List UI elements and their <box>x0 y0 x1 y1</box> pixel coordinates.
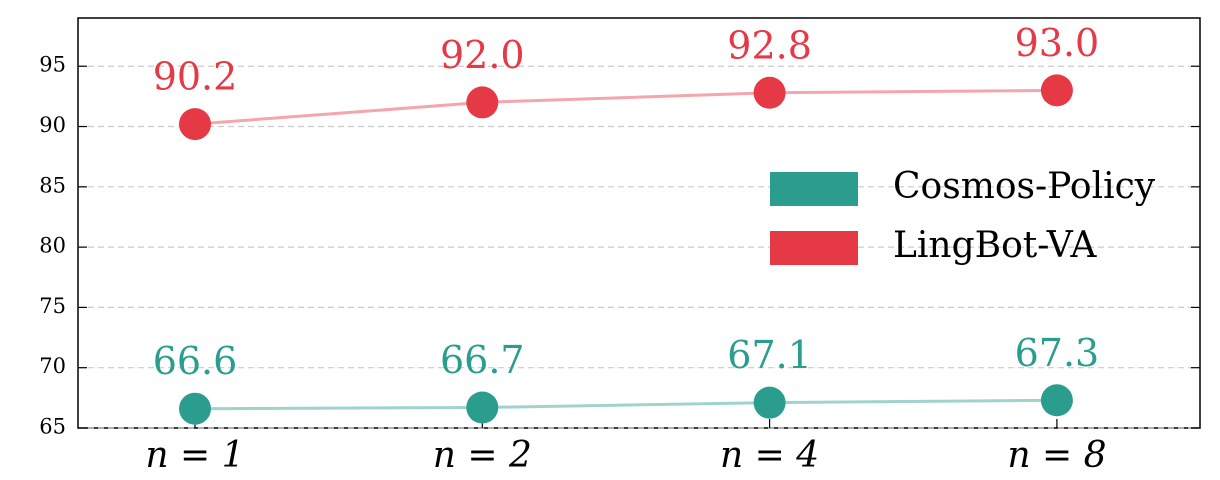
y-tick-label: 90 <box>39 113 66 137</box>
data-point <box>1040 384 1073 417</box>
data-label: 90.2 <box>153 55 238 99</box>
data-point <box>466 86 499 119</box>
data-point <box>179 108 211 141</box>
x-tick-label: n = 4 <box>720 435 819 476</box>
series-line <box>194 398 1057 411</box>
data-label: 67.1 <box>727 333 812 377</box>
x-tick-label: n = 1 <box>145 435 244 476</box>
data-label: 66.6 <box>153 339 238 383</box>
data-point <box>1040 74 1073 107</box>
data-label: 66.7 <box>440 338 525 382</box>
y-tick-label: 65 <box>39 415 66 439</box>
data-point <box>466 391 499 424</box>
y-tick-label: 70 <box>39 354 66 378</box>
series-line <box>194 88 1057 126</box>
data-label: 67.3 <box>1015 331 1100 375</box>
data-label: 92.8 <box>727 23 812 67</box>
x-tick-label: n = 2 <box>433 435 532 476</box>
y-tick-label: 85 <box>39 173 66 197</box>
legend-label: Cosmos-Policy <box>893 166 1156 207</box>
data-point <box>179 392 211 425</box>
y-tick-label: 75 <box>39 294 66 318</box>
y-tick-label: 95 <box>39 53 66 77</box>
data-label: 93.0 <box>1015 21 1100 65</box>
data-label: 92.0 <box>440 33 525 77</box>
data-point <box>753 76 786 109</box>
y-tick-label: 80 <box>39 234 66 258</box>
legend-label: LingBot-VA <box>893 225 1097 266</box>
data-point <box>753 386 786 419</box>
x-tick-label: n = 8 <box>1007 435 1106 476</box>
legend-swatch <box>770 172 858 206</box>
legend-swatch <box>770 231 858 265</box>
